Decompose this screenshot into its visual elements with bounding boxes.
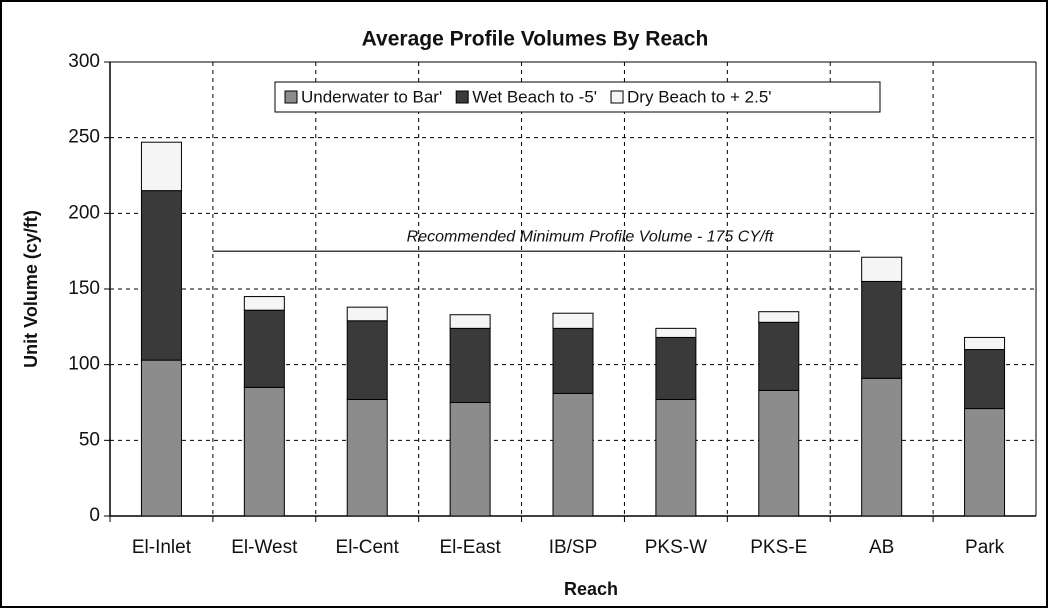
y-tick-label: 200 [68, 202, 100, 223]
y-tick-label: 150 [68, 278, 100, 299]
bar-segment [346, 398, 388, 517]
y-tick-label: 100 [68, 354, 100, 375]
bar-segment [964, 336, 1006, 351]
x-tick-label: PKS-W [645, 537, 707, 558]
bar-segment [552, 392, 594, 517]
legend-box [274, 81, 881, 113]
legend-label: Underwater to Bar' [301, 87, 442, 106]
y-axis-title: Unit Volume (cy/ft) [21, 210, 41, 368]
x-tick-label: El-Inlet [132, 537, 192, 558]
legend-swatch [610, 90, 624, 104]
bar-segment [140, 141, 182, 192]
bar-segment [243, 296, 285, 311]
bar-segment [243, 309, 285, 388]
bar-segment [140, 190, 182, 361]
bar-segment [140, 359, 182, 517]
x-tick-label: Park [965, 537, 1005, 558]
bar-segment [655, 327, 697, 338]
legend-swatch [284, 90, 298, 104]
legend-label: Dry Beach to + 2.5' [627, 87, 772, 106]
bar-segment [758, 311, 800, 323]
x-tick-label: El-East [439, 537, 501, 558]
x-tick-label: AB [869, 537, 894, 558]
x-tick-label: PKS-E [750, 537, 807, 558]
y-tick-label: 250 [68, 127, 100, 148]
bar-segment [861, 280, 903, 379]
bar-segment [552, 312, 594, 329]
bar-segment [964, 408, 1006, 517]
bar-segment [758, 389, 800, 517]
legend-swatch [455, 90, 469, 104]
bar-segment [861, 256, 903, 282]
bar-segment [346, 320, 388, 400]
bar-segment [449, 314, 491, 329]
x-axis-title: Reach [564, 579, 618, 599]
bar-segment [964, 349, 1006, 410]
bar-segment [449, 327, 491, 404]
bar-segment [346, 306, 388, 322]
legend: Underwater to Bar' Wet Beach to -5' Dry Be… [274, 81, 881, 113]
legend-label: Wet Beach to -5' [472, 87, 597, 106]
bar-segment [552, 327, 594, 394]
y-tick-label: 0 [89, 505, 100, 526]
reference-label: Recommended Minimum Profile Volume - 175… [407, 228, 774, 245]
bar-segment [655, 336, 697, 400]
bar-segment [243, 386, 285, 517]
bar-segment [758, 321, 800, 391]
bar-segment [449, 402, 491, 517]
x-tick-label: El-West [231, 537, 298, 558]
x-tick-label: IB/SP [549, 537, 598, 558]
bar-segment [861, 377, 903, 517]
x-tick-label: El-Cent [336, 537, 400, 558]
y-tick-label: 50 [79, 429, 100, 450]
bar-segment [655, 398, 697, 517]
y-tick-label: 300 [68, 51, 100, 72]
chart-title: Average Profile Volumes By Reach [362, 28, 709, 51]
